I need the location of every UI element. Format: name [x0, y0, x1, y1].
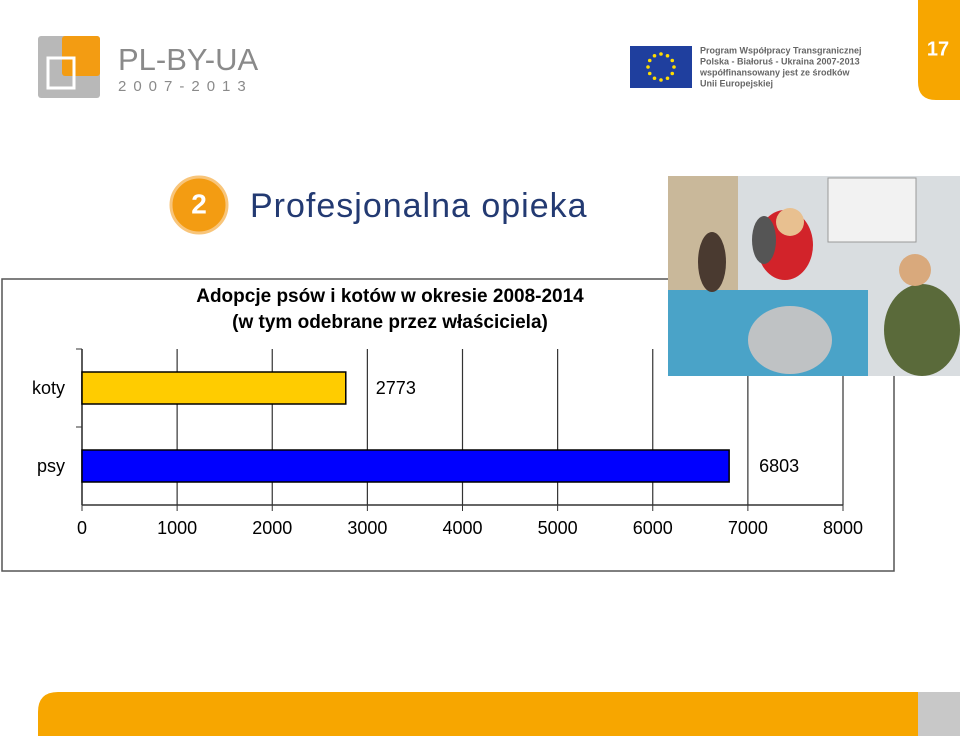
- program-line: Unii Europejskiej: [700, 78, 773, 88]
- y-tick-label: psy: [37, 456, 65, 476]
- photo-person: [884, 284, 960, 376]
- x-tick-label: 3000: [347, 518, 387, 538]
- footer-bar: [38, 692, 918, 736]
- star: [652, 76, 657, 81]
- star: [665, 53, 670, 58]
- logo-years: 2007-2013: [118, 78, 253, 95]
- slide-number: 17: [927, 38, 949, 60]
- star: [670, 58, 675, 63]
- plot: 0 1000 2000 3000 4000 5000 6000 7000 8000 koty 277…: [32, 348, 863, 538]
- photo-person: [899, 254, 931, 286]
- photo-board: [827, 177, 917, 243]
- chart-title: Adopcje psów i kotów w okresie 2008-2014: [196, 286, 584, 307]
- star: [665, 76, 670, 81]
- stars: [646, 52, 676, 82]
- x-tick-label: 5000: [538, 518, 578, 538]
- value-label: 2773: [376, 378, 416, 398]
- x-tick-label: 8000: [823, 518, 863, 538]
- section-title: Profesjonalna opieka: [250, 187, 588, 225]
- program-line: Polska - Białoruś - Ukraina 2007-2013: [700, 56, 860, 66]
- photo-person: [698, 232, 726, 292]
- x-tick-label: 1000: [157, 518, 197, 538]
- x-tick-label: 6000: [633, 518, 673, 538]
- photo-person: [776, 208, 804, 236]
- footer-corner: [918, 692, 960, 736]
- value-label: 6803: [759, 456, 799, 476]
- program-text: Program Współpracy Transgranicznej Polsk…: [699, 45, 862, 88]
- x-tick-label: 0: [77, 518, 87, 538]
- bar: [81, 371, 347, 405]
- star: [646, 65, 650, 69]
- star: [670, 71, 675, 76]
- page-tab: [918, 0, 960, 100]
- star: [647, 71, 652, 76]
- chart-title: (w tym odebrane przez właściciela): [232, 312, 548, 333]
- y-tick-label: koty: [32, 378, 65, 398]
- x-tick-label: 4000: [442, 518, 482, 538]
- section-number: 2: [191, 188, 207, 219]
- star: [659, 52, 663, 56]
- photo: [668, 176, 960, 376]
- bar: [81, 449, 730, 483]
- photo-monitor: [748, 306, 832, 374]
- photo-person: [752, 216, 776, 264]
- program-line: współfinansowany jest ze środków: [699, 67, 851, 77]
- program-line: Program Współpracy Transgranicznej: [700, 45, 862, 55]
- section-badge: [169, 175, 229, 235]
- eu-flag: [630, 46, 692, 88]
- star: [647, 58, 652, 63]
- star: [672, 65, 676, 69]
- star: [659, 78, 663, 82]
- x-tick-label: 7000: [728, 518, 768, 538]
- logo-text: PL-BY-UA: [118, 42, 258, 77]
- star: [652, 53, 657, 58]
- logo-square: [62, 36, 100, 76]
- x-tick-label: 2000: [252, 518, 292, 538]
- logo: PL-BY-UA 2007-2013: [38, 36, 258, 98]
- logo-square: [46, 56, 76, 90]
